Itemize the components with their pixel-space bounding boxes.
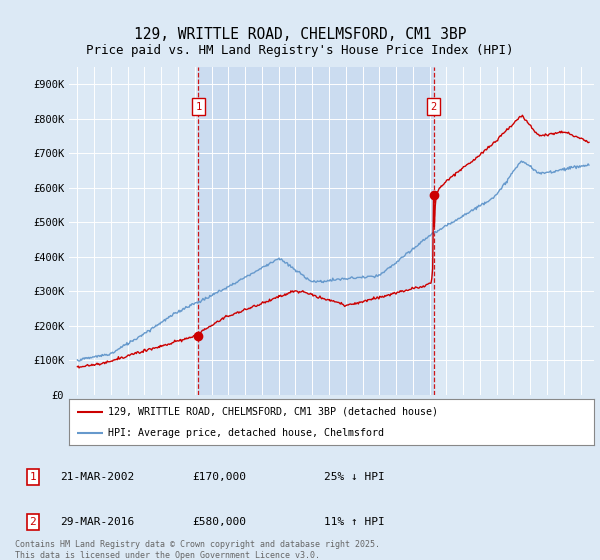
Text: 2: 2 bbox=[29, 517, 37, 527]
Text: 11% ↑ HPI: 11% ↑ HPI bbox=[324, 517, 385, 527]
Text: 29-MAR-2016: 29-MAR-2016 bbox=[60, 517, 134, 527]
Text: £580,000: £580,000 bbox=[192, 517, 246, 527]
Text: 129, WRITTLE ROAD, CHELMSFORD, CM1 3BP: 129, WRITTLE ROAD, CHELMSFORD, CM1 3BP bbox=[134, 27, 466, 42]
Text: 21-MAR-2002: 21-MAR-2002 bbox=[60, 472, 134, 482]
Text: £170,000: £170,000 bbox=[192, 472, 246, 482]
Text: 2: 2 bbox=[431, 101, 437, 111]
Text: 129, WRITTLE ROAD, CHELMSFORD, CM1 3BP (detached house): 129, WRITTLE ROAD, CHELMSFORD, CM1 3BP (… bbox=[109, 407, 439, 417]
Text: 1: 1 bbox=[29, 472, 37, 482]
Text: Contains HM Land Registry data © Crown copyright and database right 2025.
This d: Contains HM Land Registry data © Crown c… bbox=[15, 540, 380, 559]
Bar bbox=[199, 67, 434, 395]
Text: 25% ↓ HPI: 25% ↓ HPI bbox=[324, 472, 385, 482]
Text: 1: 1 bbox=[196, 101, 202, 111]
Text: HPI: Average price, detached house, Chelmsford: HPI: Average price, detached house, Chel… bbox=[109, 428, 385, 438]
Text: Price paid vs. HM Land Registry's House Price Index (HPI): Price paid vs. HM Land Registry's House … bbox=[86, 44, 514, 57]
